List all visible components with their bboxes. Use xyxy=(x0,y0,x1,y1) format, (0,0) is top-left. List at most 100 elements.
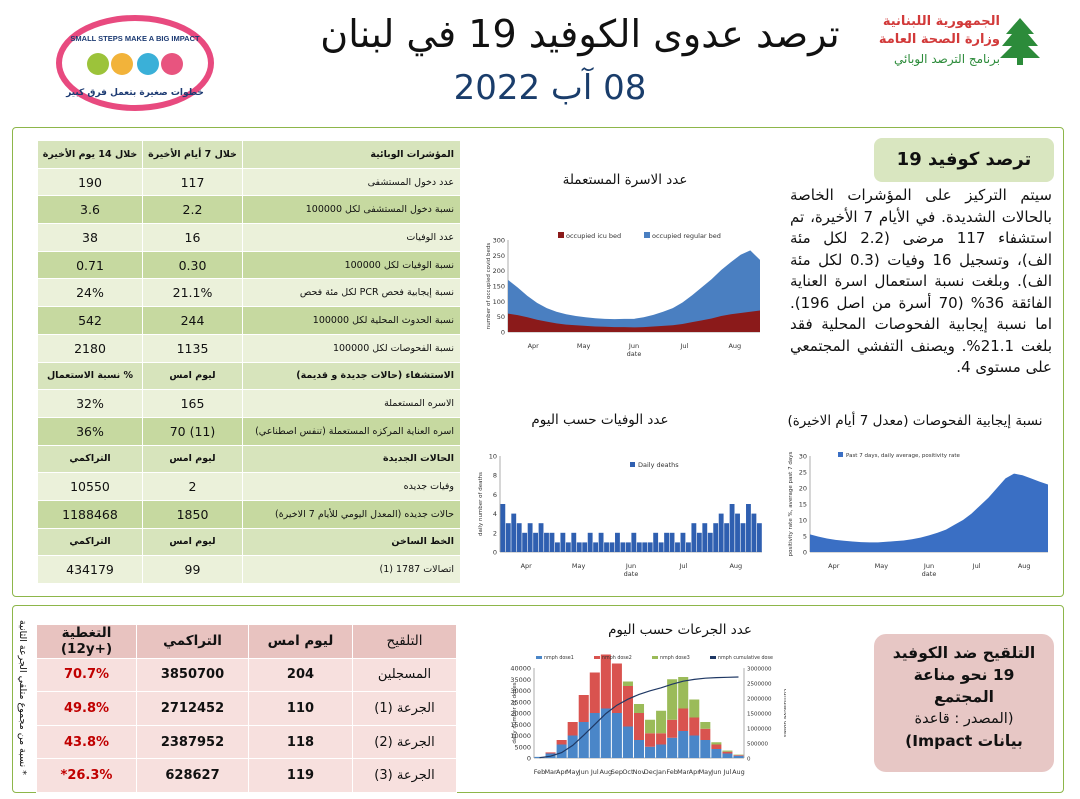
indicator-value: 542 xyxy=(37,306,143,335)
dose3-bar xyxy=(689,699,700,718)
legend-label: occupied regular bed xyxy=(652,232,721,240)
x-tick-label: Aug xyxy=(599,768,612,776)
indicators-header-cell: التراكمي xyxy=(37,444,143,474)
x-tick-label: Apr xyxy=(689,768,701,776)
ministry-line2: وزارة الصحة العامة xyxy=(878,32,1000,47)
vaccination-value: 2712452 xyxy=(136,691,249,726)
legend-swatch xyxy=(594,656,600,659)
vaccination-label: الجرعة (1) xyxy=(352,691,457,726)
indicators-row: عدد الوفيات 16 38 xyxy=(37,223,461,252)
y-tick-label: 10000 xyxy=(510,732,531,740)
indicator-value: 21.1% xyxy=(142,278,243,308)
death-bar xyxy=(685,542,691,552)
indicator-label: اتصالات 1787 (1) xyxy=(242,555,461,584)
logo-text-en: SMALL STEPS MAKE A BIG IMPACT xyxy=(70,34,200,43)
vaccination-label: الجرعة (3) xyxy=(352,758,457,793)
death-bar xyxy=(615,532,620,552)
indicator-label: حالات جديده (المعدل اليومي للأيام 7 الاخ… xyxy=(242,499,461,529)
death-bar xyxy=(675,542,680,552)
death-bar xyxy=(724,523,730,552)
indicators-header-row: الحالات الجديدة ليوم امس التراكمي xyxy=(37,444,461,474)
dose1-bar xyxy=(711,749,722,758)
x-tick-label: Aug xyxy=(732,768,745,776)
indicator-value: 24% xyxy=(37,278,143,308)
death-bar xyxy=(560,532,566,552)
dose1-bar xyxy=(722,753,733,758)
vac-badge-line1: التلقيح ضد الكوفيد xyxy=(892,644,1036,662)
dose1-bar xyxy=(611,713,622,758)
legend-swatch xyxy=(630,462,635,467)
death-bar xyxy=(527,523,533,552)
y-tick-label: 50 xyxy=(497,313,505,321)
vaccination-value: 119 xyxy=(248,758,353,793)
y-tick-label: 5 xyxy=(803,533,807,541)
vaccination-note: * نسبة من مجموع متلقي الجرعة الثانية xyxy=(8,620,30,790)
death-bar xyxy=(729,504,735,552)
y-tick-label: 300 xyxy=(493,237,505,245)
vaccination-badge: التلقيح ضد الكوفيد 19 نحو مناعة المجتمع … xyxy=(874,634,1054,772)
indicator-value: 434179 xyxy=(37,555,143,584)
x-tick-label: Jul xyxy=(722,768,731,776)
legend-label: occupied icu bed xyxy=(566,232,621,240)
y-axis-label: daily number of doses xyxy=(512,682,518,743)
legend-swatch xyxy=(652,656,658,659)
indicator-label: عدد الوفيات xyxy=(242,223,461,252)
vaccination-value: 2387952 xyxy=(136,724,249,760)
vac-badge-line2: 19 نحو مناعة xyxy=(913,666,1015,684)
vaccination-row: الجرعة (2) 118 2387952 43.8% xyxy=(36,724,457,760)
indicator-value: 16 xyxy=(142,223,243,252)
death-bar xyxy=(669,532,675,552)
legend-swatch xyxy=(558,232,564,238)
deaths-chart: 0 2 4 6 8 10 Apr May Jun Jul Aug date daily number o… xyxy=(478,453,762,578)
indicator-value: 38 xyxy=(37,223,143,252)
y-tick-label: 25000 xyxy=(510,698,531,706)
dose1-bar xyxy=(667,737,678,758)
indicators-header-row: الاستشفاء (حالات جديدة و قديمة) ليوم امس%… xyxy=(37,361,461,391)
dose2-bar xyxy=(700,728,711,740)
campaign-logo-shape xyxy=(56,15,214,111)
vac-badge-line3: المجتمع xyxy=(933,688,994,706)
indicator-value: 0.71 xyxy=(37,250,143,280)
death-bar xyxy=(625,542,631,552)
y2-tick-label: 2000000 xyxy=(747,697,772,703)
indicator-label: اسره العناية المركزه المستعملة (تنفس اصط… xyxy=(242,416,461,446)
x-tick-label: Feb xyxy=(534,768,546,776)
indicators-table: المؤشرات الوبائية خلال 7 أيام الأخيرة خلال… xyxy=(37,140,461,584)
indicators-header-cell: المؤشرات الوبائية xyxy=(242,140,461,169)
indicator-value: 1188468 xyxy=(37,499,143,529)
indicators-header-row: المؤشرات الوبائية خلال 7 أيام الأخيرة خلال… xyxy=(37,140,461,169)
death-bar xyxy=(593,542,599,552)
indicators-header-cell: الاستشفاء (حالات جديدة و قديمة) xyxy=(242,361,461,391)
dose1-bar xyxy=(589,713,600,758)
dose2-bar xyxy=(600,654,611,709)
death-bar xyxy=(751,513,757,552)
indicator-label: نسبة الحدوث المحلية لكل 100000 xyxy=(242,306,461,335)
cedar-icon xyxy=(1000,18,1040,65)
vaccination-header-cell: التغطية (+12y) xyxy=(36,624,137,659)
death-bar xyxy=(565,542,571,552)
indicators-header-cell: خلال 14 يوم الأخيرة xyxy=(37,140,143,169)
x-axis-label: date xyxy=(627,350,642,358)
death-bar xyxy=(598,532,604,552)
dose2-bar xyxy=(556,740,567,745)
indicator-value: 99 xyxy=(142,555,243,584)
death-bar xyxy=(713,523,719,552)
dose3-bar xyxy=(656,710,667,734)
legend-label: nmph dose2 xyxy=(602,655,632,661)
indicators-header-cell: ليوم امس xyxy=(142,361,243,391)
y-tick-label: 30000 xyxy=(510,687,531,695)
positivity-chart: 0 5 10 15 20 25 30 Apr May Jun Jul Aug date positivit… xyxy=(788,452,1048,578)
dose2-bar xyxy=(678,708,689,731)
dose3-bar xyxy=(711,742,722,745)
y-tick-label: 200 xyxy=(493,267,505,275)
x-tick-label: Jun xyxy=(710,768,721,776)
death-bar xyxy=(647,542,653,552)
y2-tick-label: 3000000 xyxy=(747,667,772,673)
dose1-bar xyxy=(578,722,589,758)
dose1-bar xyxy=(733,755,744,758)
dose2-bar xyxy=(667,719,678,738)
deaths-chart-title: عدد الوفيات حسب اليوم xyxy=(531,412,669,428)
legend-label: nmph dose1 xyxy=(544,655,574,661)
y-axis-label: positivity rate %, average past 7 days xyxy=(788,452,794,557)
dose2-bar xyxy=(656,733,667,745)
